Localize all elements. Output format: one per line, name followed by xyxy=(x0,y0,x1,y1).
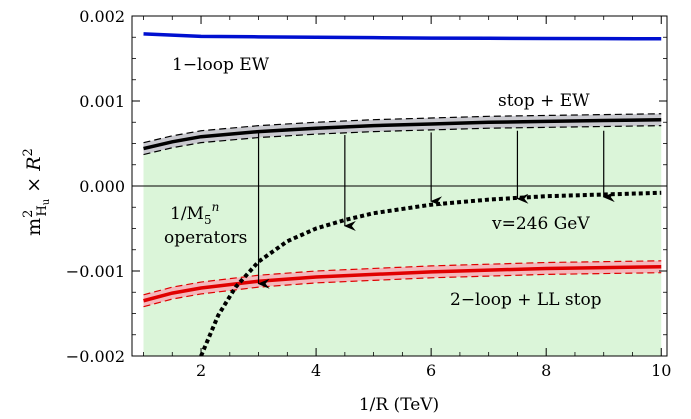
2-loop-ll-stop-lower-bound xyxy=(143,272,662,308)
stop-ew-upper-bound xyxy=(143,113,662,144)
operators-label-sup: n xyxy=(212,200,220,214)
y-tick-label: −0.002 xyxy=(66,347,125,366)
svg-text:m2Hu × R2: m2Hu × R2 xyxy=(21,148,52,236)
y-tick-label: 0.002 xyxy=(79,7,125,26)
svg-text:1/M5n: 1/M5n xyxy=(170,200,219,227)
x-tick-label: 10 xyxy=(651,361,671,380)
2-loop-ll-stop-band xyxy=(143,260,662,307)
1-loop-ew-line xyxy=(143,32,662,41)
y-tick-label: −0.001 xyxy=(66,262,125,281)
y-label-sup: 2 xyxy=(21,210,36,218)
operator-region xyxy=(143,125,662,356)
stop-ew-lower-bound xyxy=(143,125,662,156)
x-tick-label: 6 xyxy=(426,361,436,380)
x-tick-label: 2 xyxy=(196,361,206,380)
stop-ew-band xyxy=(143,113,662,155)
x-tick-label: 8 xyxy=(541,361,551,380)
plot-area xyxy=(132,32,667,356)
label-stop-ew: stop + EW xyxy=(498,91,590,111)
operators-label: 1/M5n operators xyxy=(164,200,247,248)
2-loop-ll-stop-upper-bound xyxy=(143,260,662,296)
x-tick-label: 4 xyxy=(311,361,321,380)
x-axis-label: 1/R (TeV) xyxy=(359,395,439,415)
v-246-gev-line xyxy=(199,190,662,356)
y-label-rest-sup: 2 xyxy=(21,148,36,156)
2-loop-ll-stop-line xyxy=(143,265,662,303)
label-2-loop-ll-stop: 2−loop + LL stop xyxy=(450,290,602,310)
label-vev: v=246 GeV xyxy=(491,214,590,234)
operators-label-text: operators xyxy=(164,228,247,248)
label-1-loop-ew: 1−loop EW xyxy=(172,55,270,75)
y-tick-label: 0.001 xyxy=(79,92,125,111)
y-label-subsub: u xyxy=(41,198,52,205)
y-tick-label: 0.000 xyxy=(79,177,125,196)
stop-ew-line xyxy=(143,117,662,151)
y-label-sub: H xyxy=(35,205,50,216)
axes: 2 4 6 8 10 −0.002 −0.001 0.000 0.001 0.002 xyxy=(66,7,672,380)
y-label-rest: × R xyxy=(23,156,45,198)
y-axis-label: m2Hu × R2 xyxy=(21,148,52,236)
operators-label-m: 1/M xyxy=(170,204,204,224)
y-label-base: m xyxy=(23,218,45,236)
operators-label-sub: 5 xyxy=(204,213,212,227)
